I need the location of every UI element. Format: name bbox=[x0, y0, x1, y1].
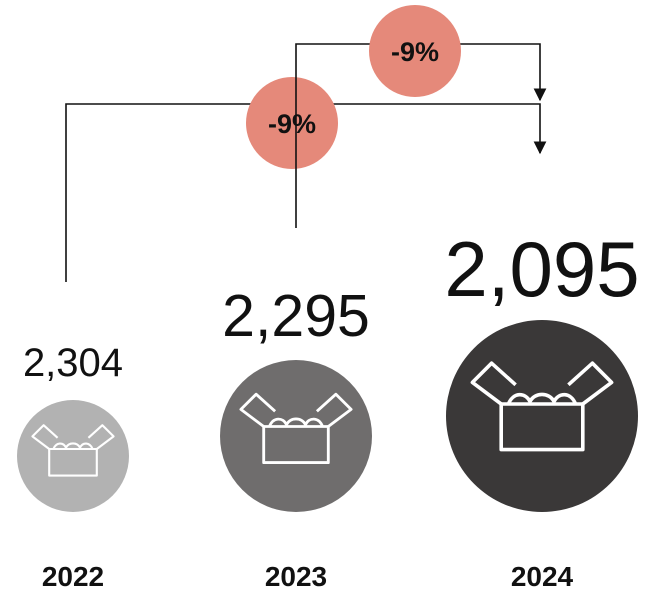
year-label-2022: 2022 bbox=[42, 561, 104, 592]
year-circle-2022 bbox=[17, 400, 129, 512]
year-item-2024: 2,095 2024 bbox=[444, 225, 639, 592]
value-label-2024: 2,095 bbox=[444, 225, 639, 313]
value-label-2023: 2,295 bbox=[222, 283, 370, 349]
change-badge bbox=[369, 5, 461, 97]
change-label: -9% bbox=[391, 37, 439, 67]
change-2022-2024: -9% bbox=[65, 77, 547, 282]
change-label: -9% bbox=[268, 109, 316, 139]
year-label-2024: 2024 bbox=[511, 561, 574, 592]
change-badge bbox=[246, 77, 338, 169]
chart-marks: 2,304 2022 2,295 2023 2,095 2024 bbox=[17, 225, 640, 592]
change-connectors: -9% -9% bbox=[65, 5, 547, 282]
year-circle-2024 bbox=[446, 320, 638, 512]
year-label-2023: 2023 bbox=[265, 561, 327, 592]
year-item-2023: 2,295 2023 bbox=[220, 283, 372, 592]
year-circle-2023 bbox=[220, 360, 372, 512]
year-item-2022: 2,304 2022 bbox=[17, 341, 129, 592]
value-label-2022: 2,304 bbox=[23, 341, 123, 385]
change-2023-2024: -9% bbox=[295, 5, 547, 228]
